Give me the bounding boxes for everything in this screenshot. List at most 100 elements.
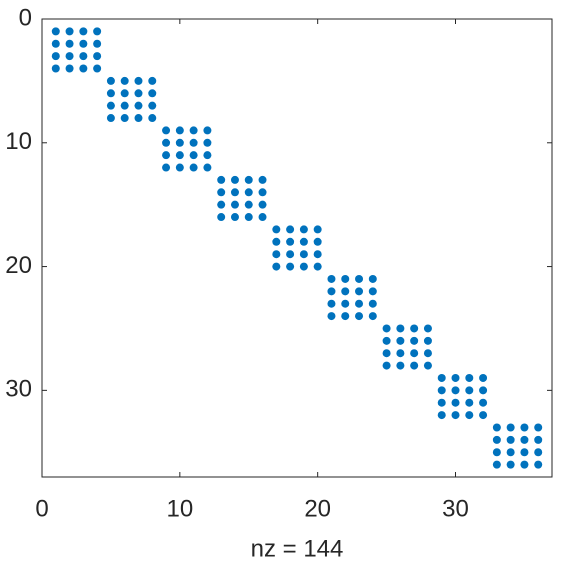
- nonzero-dot: [93, 27, 102, 36]
- nonzero-dot: [51, 52, 60, 61]
- nonzero-dot: [396, 349, 405, 358]
- nonzero-dot: [327, 274, 336, 283]
- nonzero-dot: [382, 336, 391, 345]
- nonzero-dot: [520, 435, 529, 444]
- x-tick-label: 0: [35, 495, 48, 522]
- nonzero-dot: [451, 373, 460, 382]
- nonzero-dot: [451, 411, 460, 420]
- nonzero-dot: [465, 386, 474, 395]
- nonzero-dot: [134, 76, 143, 85]
- nonzero-dot: [437, 373, 446, 382]
- nonzero-dot: [51, 39, 60, 48]
- nonzero-dot: [65, 64, 74, 73]
- nonzero-dot: [230, 213, 239, 222]
- nonzero-dot: [355, 299, 364, 308]
- nonzero-dot: [313, 237, 322, 246]
- nonzero-dot: [148, 89, 157, 98]
- nonzero-dot: [189, 138, 198, 147]
- nonzero-dot: [106, 101, 115, 110]
- nonzero-dot: [299, 250, 308, 259]
- x-axis-label: nz = 144: [251, 535, 344, 562]
- nonzero-dot: [175, 163, 184, 172]
- nonzero-dot: [341, 287, 350, 296]
- nonzero-dot: [423, 336, 432, 345]
- nonzero-dot: [286, 262, 295, 271]
- nonzero-dot: [203, 138, 212, 147]
- nonzero-dot: [244, 200, 253, 209]
- nonzero-dot: [272, 237, 281, 246]
- nonzero-dot: [258, 188, 267, 197]
- x-tick-label: 20: [304, 495, 331, 522]
- nonzero-dot: [272, 262, 281, 271]
- nonzero-dot: [492, 448, 501, 457]
- nonzero-dot: [299, 225, 308, 234]
- nonzero-dot: [506, 460, 515, 469]
- nonzero-dot: [534, 435, 543, 444]
- nonzero-dot: [120, 76, 129, 85]
- nonzero-dot: [230, 188, 239, 197]
- nonzero-dot: [217, 175, 226, 184]
- nonzero-dot: [492, 435, 501, 444]
- nonzero-dot: [203, 151, 212, 160]
- nonzero-dot: [258, 200, 267, 209]
- nonzero-dot: [355, 287, 364, 296]
- nonzero-dot: [368, 287, 377, 296]
- x-tick-label: 30: [442, 495, 469, 522]
- nonzero-dot: [175, 151, 184, 160]
- nonzero-dot: [479, 398, 488, 407]
- nonzero-dot: [479, 386, 488, 395]
- nonzero-dot: [134, 89, 143, 98]
- nonzero-dot: [410, 361, 419, 370]
- nonzero-dot: [368, 312, 377, 321]
- plot-area: [41, 18, 553, 478]
- nonzero-dot: [534, 460, 543, 469]
- nonzero-dot: [368, 299, 377, 308]
- nonzero-dot: [396, 324, 405, 333]
- nonzero-dot: [327, 287, 336, 296]
- nonzero-dot: [520, 423, 529, 432]
- nonzero-dot: [479, 411, 488, 420]
- x-tick-label: 10: [166, 495, 193, 522]
- nonzero-dot: [217, 200, 226, 209]
- nonzero-dot: [506, 435, 515, 444]
- nonzero-dot: [534, 423, 543, 432]
- nonzero-dot: [313, 262, 322, 271]
- nonzero-dot: [203, 163, 212, 172]
- nonzero-dot: [65, 39, 74, 48]
- nonzero-dot: [272, 225, 281, 234]
- nonzero-dot: [520, 448, 529, 457]
- nonzero-dot: [79, 52, 88, 61]
- nonzero-dot: [189, 163, 198, 172]
- nonzero-dot: [148, 114, 157, 123]
- nonzero-dot: [203, 126, 212, 135]
- nonzero-dot: [437, 411, 446, 420]
- nonzero-dot: [230, 200, 239, 209]
- nonzero-dot: [437, 386, 446, 395]
- nonzero-dot: [286, 225, 295, 234]
- nonzero-dot: [106, 89, 115, 98]
- nonzero-dot: [93, 52, 102, 61]
- nonzero-dot: [396, 336, 405, 345]
- nonzero-dot: [382, 349, 391, 358]
- nonzero-dot: [148, 101, 157, 110]
- nonzero-dot: [258, 213, 267, 222]
- nonzero-dot: [51, 64, 60, 73]
- nonzero-dot: [162, 163, 171, 172]
- nonzero-dot: [396, 361, 405, 370]
- nonzero-dot: [244, 188, 253, 197]
- nonzero-dot: [451, 386, 460, 395]
- nonzero-dot: [148, 76, 157, 85]
- nonzero-dot: [382, 324, 391, 333]
- nonzero-dot: [341, 312, 350, 321]
- nonzero-dot: [120, 114, 129, 123]
- nonzero-dot: [106, 76, 115, 85]
- nonzero-dot: [230, 175, 239, 184]
- nonzero-dot: [272, 250, 281, 259]
- nonzero-dot: [162, 138, 171, 147]
- nonzero-dot: [410, 336, 419, 345]
- nonzero-dot: [451, 398, 460, 407]
- nonzero-dot: [65, 27, 74, 36]
- nonzero-dot: [120, 101, 129, 110]
- nonzero-dot: [423, 324, 432, 333]
